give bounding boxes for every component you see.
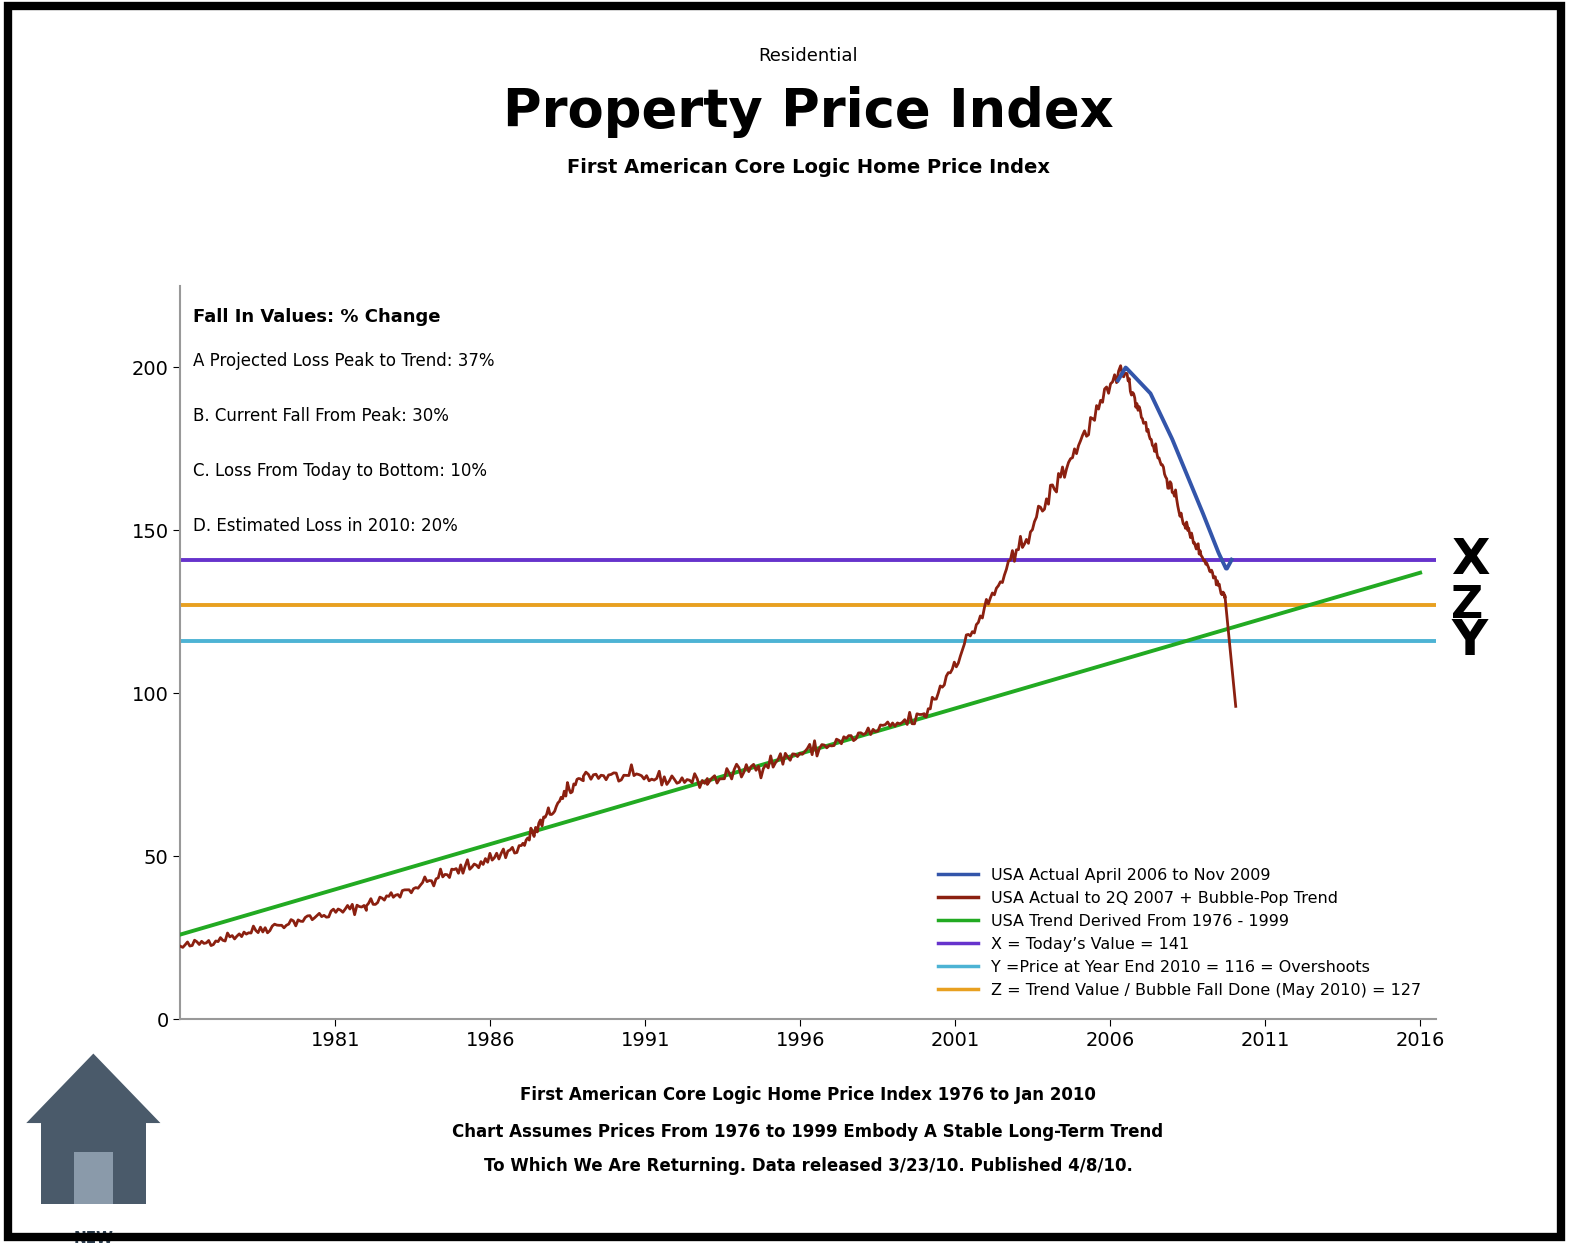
Text: First American Core Logic Home Price Index 1976 to Jan 2010: First American Core Logic Home Price Ind… xyxy=(519,1086,1097,1104)
Text: Fall In Values: % Change: Fall In Values: % Change xyxy=(193,308,441,326)
Text: Property Price Index: Property Price Index xyxy=(502,86,1114,138)
Text: Y: Y xyxy=(1451,618,1487,665)
Legend: USA Actual April 2006 to Nov 2009, USA Actual to 2Q 2007 + Bubble-Pop Trend, USA: USA Actual April 2006 to Nov 2009, USA A… xyxy=(932,861,1428,1004)
FancyBboxPatch shape xyxy=(74,1152,113,1203)
Text: Residential: Residential xyxy=(758,47,858,65)
Polygon shape xyxy=(27,1054,160,1124)
Text: First American Core Logic Home Price Index: First American Core Logic Home Price Ind… xyxy=(566,158,1050,178)
Text: Z: Z xyxy=(1451,584,1484,626)
Text: X: X xyxy=(1451,536,1491,584)
Text: A Projected Loss Peak to Trend: 37%: A Projected Loss Peak to Trend: 37% xyxy=(193,352,494,370)
Text: D. Estimated Loss in 2010: 20%: D. Estimated Loss in 2010: 20% xyxy=(193,517,458,534)
Text: B. Current Fall From Peak: 30%: B. Current Fall From Peak: 30% xyxy=(193,406,449,425)
Text: To Which We Are Returning. Data released 3/23/10. Published 4/8/10.: To Which We Are Returning. Data released… xyxy=(483,1157,1133,1175)
Text: Chart Assumes Prices From 1976 to 1999 Embody A Stable Long-Term Trend: Chart Assumes Prices From 1976 to 1999 E… xyxy=(452,1124,1164,1141)
Text: NEW: NEW xyxy=(74,1232,113,1243)
Text: C. Loss From Today to Bottom: 10%: C. Loss From Today to Bottom: 10% xyxy=(193,462,486,480)
FancyBboxPatch shape xyxy=(41,1124,146,1203)
